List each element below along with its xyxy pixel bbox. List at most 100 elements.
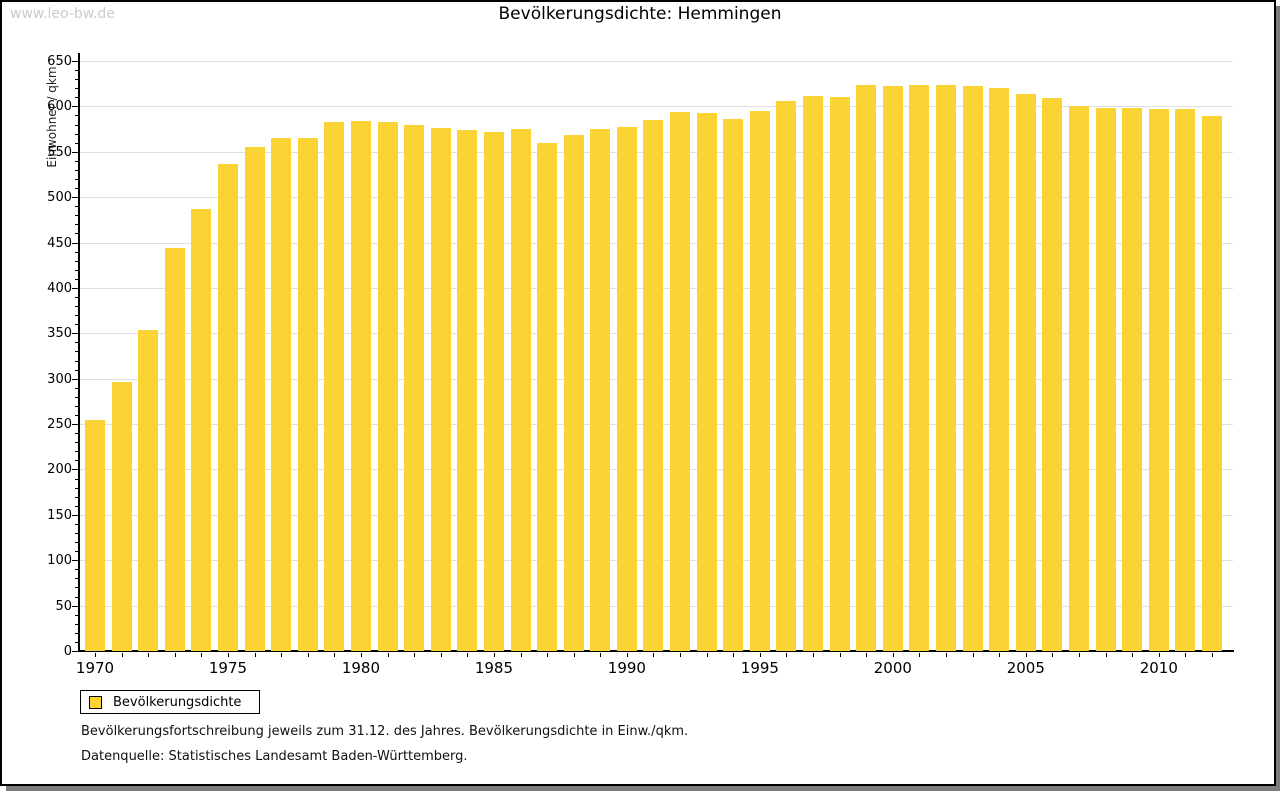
x-tick-1996 [786,653,788,657]
bar-1991 [643,120,664,651]
bar-1983 [430,128,451,651]
y-minor-tick-460 [75,233,78,235]
chart-title: Bevölkerungsdichte: Hemmingen [498,4,782,24]
bar-2002 [936,84,957,651]
y-minor-tick-170 [75,496,78,498]
legend-swatch-icon [89,695,102,709]
y-axis-label-300: 300 [47,371,72,387]
y-minor-tick-180 [75,487,78,489]
y-minor-tick-430 [75,260,78,262]
x-tick-1982 [414,653,416,657]
x-tick-2003 [972,653,974,657]
y-minor-tick-630 [75,79,78,81]
y-major-tick-450 [72,242,78,244]
y-minor-tick-340 [75,342,78,344]
y-major-tick-150 [72,514,78,516]
gridline-600 [80,106,1233,108]
y-axis-label-400: 400 [47,280,72,296]
x-tick-1992 [680,653,682,657]
bar-1993 [696,112,717,651]
y-minor-tick-320 [75,360,78,362]
x-tick-1995 [759,653,761,657]
y-minor-tick-260 [75,415,78,416]
x-tick-1975 [227,653,229,657]
x-tick-2009 [1132,653,1134,657]
bar-1973 [164,248,185,651]
y-major-tick-50 [72,605,78,607]
x-tick-1981 [387,653,389,657]
y-minor-tick-530 [75,169,78,171]
bar-1999 [856,84,877,651]
y-axis-label-100: 100 [47,553,72,569]
watermark: www.leo-bw.de [10,6,115,22]
bar-1982 [404,124,425,651]
y-minor-tick-490 [75,206,78,208]
bar-2001 [909,84,930,651]
y-minor-tick-80 [75,578,78,580]
y-minor-tick-560 [75,142,78,144]
bar-2005 [1015,93,1036,651]
x-tick-1986 [520,653,522,657]
bar-1985 [483,131,504,651]
bar-1979 [324,121,345,651]
x-tick-1988 [573,653,575,657]
y-minor-tick-580 [75,124,78,126]
y-minor-tick-110 [75,551,78,553]
x-tick-2000 [892,653,894,657]
x-tick-1989 [600,653,602,657]
y-major-tick-600 [72,106,78,108]
y-minor-tick-130 [75,533,78,534]
y-major-tick-650 [72,61,78,62]
y-axis-label-500: 500 [47,190,72,206]
x-tick-2011 [1185,653,1187,657]
y-minor-tick-510 [75,188,78,190]
y-minor-tick-270 [75,405,78,407]
y-minor-tick-520 [75,179,78,180]
footnote-source-2: Datenquelle: Statistisches Landesamt Bad… [81,749,468,764]
x-tick-1985 [493,653,495,657]
y-minor-tick-610 [75,97,78,99]
bar-1987 [537,142,558,651]
x-tick-1997 [813,653,815,657]
bar-2000 [882,86,903,651]
y-minor-tick-540 [75,160,78,162]
bar-1972 [138,329,159,651]
y-minor-tick-90 [75,569,78,571]
y-minor-tick-60 [75,596,78,598]
y-axis-label-200: 200 [47,462,72,478]
window-shadow-bottom [6,786,1280,791]
y-major-tick-350 [72,333,78,335]
bar-2009 [1122,108,1143,651]
y-minor-tick-120 [75,542,78,544]
y-minor-tick-310 [75,369,78,371]
bar-1977 [271,138,292,651]
x-tick-1980 [360,653,362,657]
x-tick-1970 [95,653,96,657]
y-minor-tick-160 [75,505,78,507]
x-axis-label-2010: 2010 [1139,659,1178,677]
y-major-tick-0 [72,651,78,652]
y-minor-tick-30 [75,623,78,625]
x-tick-2002 [946,653,948,657]
x-tick-1974 [201,653,203,657]
bar-2011 [1175,109,1196,651]
x-tick-1991 [653,653,655,657]
y-axis-label-0: 0 [63,644,72,659]
y-axis-label-350: 350 [47,326,72,342]
x-tick-1987 [547,653,549,657]
x-axis-label-1985: 1985 [474,659,514,677]
legend: Bevölkerungsdichte [80,690,261,714]
x-axis-label-2000: 2000 [873,659,912,677]
x-tick-1971 [121,653,123,657]
x-tick-2007 [1079,653,1080,657]
x-tick-1976 [254,653,256,657]
y-axis-label-600: 600 [47,99,72,115]
bar-1989 [590,129,611,651]
x-tick-1978 [307,653,309,657]
y-major-tick-500 [72,197,78,199]
y-minor-tick-410 [75,278,78,280]
y-major-tick-100 [72,560,78,562]
y-minor-tick-440 [75,251,78,253]
y-minor-tick-240 [75,433,78,435]
bar-2012 [1201,116,1222,651]
